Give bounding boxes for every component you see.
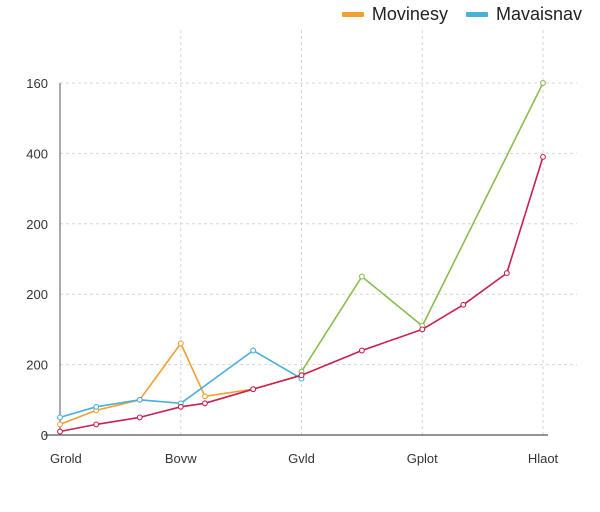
y-tick-label: 400 — [26, 146, 48, 161]
series-line — [59, 156, 544, 433]
data-point — [250, 347, 257, 354]
data-point — [136, 396, 143, 403]
series-points — [57, 80, 546, 435]
data-point — [177, 340, 184, 347]
chart-legend: Movinesy Mavaisnav — [341, 4, 582, 25]
legend-label-movinesy: Movinesy — [371, 4, 448, 24]
data-point — [503, 270, 510, 277]
data-point — [57, 421, 63, 428]
y-tick-labels: 0 200 200 200 400 160 — [26, 76, 48, 443]
data-point — [93, 403, 100, 410]
y-tick-label: 0 — [41, 428, 48, 443]
data-point — [57, 428, 63, 435]
data-point — [201, 393, 208, 400]
y-tick-label: 200 — [26, 358, 48, 373]
x-tick-label: Gvld — [288, 451, 315, 466]
x-tick-label: Hlaot — [528, 451, 559, 466]
data-point — [419, 326, 426, 333]
x-tick-label: Grold — [50, 451, 82, 466]
y-tick-label: 160 — [26, 76, 48, 91]
axes — [44, 83, 548, 436]
y-tick-label: 200 — [26, 287, 48, 302]
x-tick-label: Gplot — [407, 451, 438, 466]
legend-swatch-movinesy — [341, 12, 364, 17]
x-tick-label: Bovw — [165, 451, 197, 466]
legend-label-mavaisnav: Mavaisnav — [495, 4, 582, 24]
data-point — [250, 386, 257, 393]
data-point — [298, 372, 305, 379]
data-point — [93, 421, 100, 428]
x-tick-labels: Grold Bovw Gvld Gplot Hlaot — [50, 451, 559, 466]
legend-item-movinesy: Movinesy — [341, 4, 448, 25]
data-point — [201, 400, 208, 407]
data-point — [136, 414, 143, 421]
y-tick-label: 200 — [26, 217, 48, 232]
legend-item-mavaisnav: Mavaisnav — [465, 4, 582, 25]
data-point — [57, 414, 63, 421]
series-line — [300, 82, 544, 373]
series-line — [59, 349, 302, 419]
grid-lines — [60, 30, 577, 435]
data-point — [358, 273, 365, 280]
data-point — [540, 153, 546, 160]
data-point — [460, 301, 467, 308]
legend-swatch-mavaisnav — [465, 12, 488, 17]
data-point — [540, 80, 546, 86]
data-point — [177, 403, 184, 410]
data-point — [358, 347, 365, 354]
